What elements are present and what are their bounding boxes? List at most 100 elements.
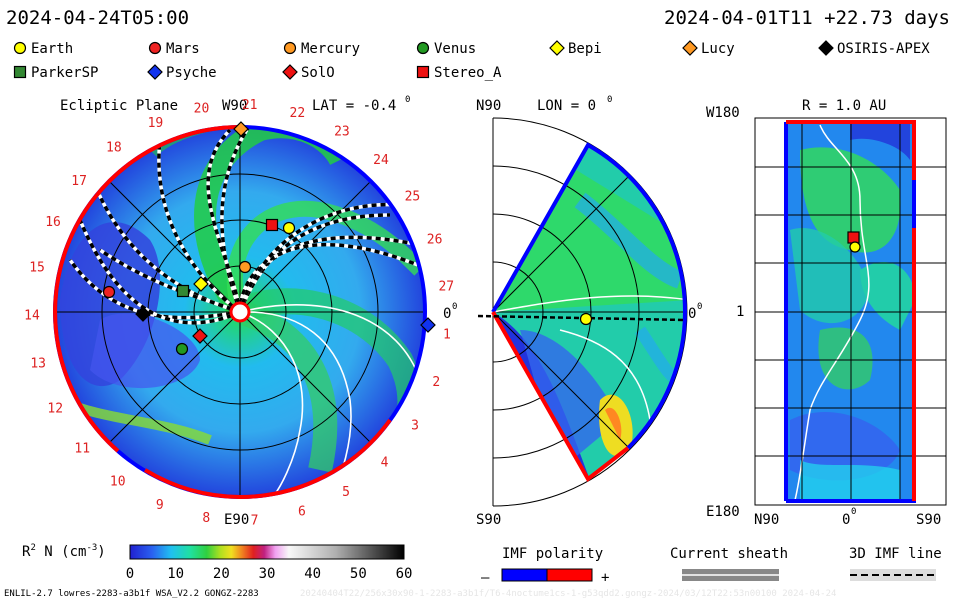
carrington-tick-17: 17 bbox=[71, 174, 87, 189]
carrington-tick-18: 18 bbox=[106, 141, 122, 156]
sphere-density-map bbox=[786, 122, 916, 501]
colorbar-tick-0: 0 bbox=[126, 566, 134, 582]
carrington-tick-19: 19 bbox=[148, 116, 164, 131]
colorbar-tick-20: 20 bbox=[213, 566, 230, 582]
imf-line-swatch bbox=[850, 569, 936, 581]
earth-marker bbox=[282, 221, 296, 235]
colorbar-tick-50: 50 bbox=[350, 566, 367, 582]
imf-line-base-5 bbox=[238, 242, 425, 313]
venus-legend-icon bbox=[416, 41, 430, 55]
mars-legend-icon bbox=[148, 41, 162, 55]
imf-line-9 bbox=[206, 128, 242, 313]
polarity-plus: + bbox=[601, 570, 609, 586]
carrington-tick-16: 16 bbox=[45, 215, 61, 230]
sphere-mid-label: 1 bbox=[736, 304, 744, 320]
solo-marker bbox=[192, 328, 208, 344]
carrington-tick-10: 10 bbox=[110, 474, 126, 489]
w90-label: W90 bbox=[222, 98, 247, 114]
carrington-tick-1: 1 bbox=[443, 328, 451, 343]
earth-marker-sphere bbox=[849, 241, 861, 253]
legend-label-venus: Venus bbox=[434, 41, 476, 57]
ecl-right-label: 0 bbox=[443, 306, 451, 322]
earth-legend-icon bbox=[13, 41, 27, 55]
carrington-tick-25: 25 bbox=[405, 190, 421, 205]
ecliptic-plane-panel: Ecliptic Plane W90 LAT = -0.4 0 bbox=[24, 95, 457, 528]
legend-label-bepi: Bepi bbox=[568, 41, 602, 57]
carrington-tick-3: 3 bbox=[411, 418, 419, 433]
colorbar-label: R2 N (cm-3) bbox=[22, 543, 106, 560]
sphere-xtick-right: S90 bbox=[916, 512, 941, 528]
run-info: 2024-04-01T11 +22.73 days bbox=[664, 7, 950, 29]
osiris-apex-legend-icon bbox=[818, 40, 834, 56]
mercury-legend-icon bbox=[283, 41, 297, 55]
meridional-density-map bbox=[493, 145, 686, 479]
n90-label: N90 bbox=[476, 98, 501, 114]
carrington-tick-2: 2 bbox=[432, 375, 440, 390]
carrington-tick-15: 15 bbox=[29, 260, 45, 275]
polarity-negative-swatch bbox=[501, 568, 548, 582]
lat-degree-sup: 0 bbox=[405, 95, 410, 105]
polarity-minus: – bbox=[481, 570, 490, 586]
imf-line-title: 3D IMF line bbox=[849, 546, 942, 562]
imf-line-0 bbox=[93, 184, 241, 314]
carrington-tick-5: 5 bbox=[342, 485, 350, 500]
earth-marker-meridional bbox=[579, 312, 593, 326]
lat-label: LAT = -0.4 bbox=[312, 98, 396, 114]
carrington-tick-11: 11 bbox=[74, 442, 90, 457]
carrington-tick-4: 4 bbox=[381, 456, 389, 471]
carrington-tick-24: 24 bbox=[373, 153, 389, 168]
colorbar: R2 N (cm-3) 0 10 20 30 40 50 60 bbox=[22, 543, 412, 582]
osiris-apex-marker bbox=[135, 306, 151, 322]
carrington-tick-23: 23 bbox=[334, 125, 350, 140]
legend-label-osiris-apex: OSIRIS-APEX bbox=[837, 41, 930, 57]
current-sheath-key: Current sheath bbox=[670, 546, 788, 581]
imf-line-7 bbox=[78, 219, 241, 325]
mer-right-sup: 0 bbox=[697, 302, 702, 312]
colorbar-tick-60: 60 bbox=[396, 566, 413, 582]
carrington-tick-6: 6 bbox=[298, 505, 306, 520]
legend-label-stereo-a: Stereo_A bbox=[434, 65, 502, 81]
w180-label: W180 bbox=[706, 105, 740, 121]
faint-run-info: 20240404T22/256x30x90-1-2283-a3b1f/T6-4n… bbox=[300, 589, 836, 599]
ecl-right-sup: 0 bbox=[452, 302, 457, 312]
colorbar-tick-10: 10 bbox=[167, 566, 184, 582]
meridional-panel: N90 LON = 0 0 bbox=[476, 95, 702, 528]
carrington-tick-7: 7 bbox=[251, 513, 259, 528]
colorbar-tick-40: 40 bbox=[304, 566, 321, 582]
venus-marker bbox=[175, 342, 189, 356]
legend-label-lucy: Lucy bbox=[701, 41, 735, 57]
carrington-tick-27: 27 bbox=[438, 279, 454, 294]
imf-polarity-title: IMF polarity bbox=[502, 546, 603, 562]
mercury-marker bbox=[238, 260, 252, 274]
carrington-tick-22: 22 bbox=[290, 106, 306, 121]
spacecraft-markers bbox=[102, 121, 436, 356]
stereo-a-legend-icon bbox=[416, 65, 430, 79]
bepi-marker bbox=[193, 276, 209, 292]
imf-polarity-key: IMF polarity – + bbox=[481, 546, 609, 586]
imf-line-1 bbox=[157, 139, 242, 314]
carrington-tick-8: 8 bbox=[202, 511, 210, 526]
ecliptic-title: Ecliptic Plane bbox=[60, 98, 178, 114]
legend-label-mercury: Mercury bbox=[301, 41, 360, 57]
sphere-xtick-mid-sup: 0 bbox=[851, 507, 856, 517]
lon-degree-sup: 0 bbox=[607, 95, 612, 105]
colorbar-gradient bbox=[129, 544, 405, 560]
stereo-a-marker bbox=[265, 218, 279, 232]
psyche-legend-icon bbox=[147, 64, 163, 80]
carrington-tick-20: 20 bbox=[194, 102, 210, 117]
imf-line-8 bbox=[99, 248, 241, 314]
carrington-tick-12: 12 bbox=[47, 402, 63, 417]
model-info-footer: ENLIL-2.7 lowres-2283-a3b1f WSA_V2.2 GON… bbox=[4, 589, 259, 599]
lon-label: LON = 0 bbox=[537, 98, 596, 114]
carrington-tick-13: 13 bbox=[30, 356, 46, 371]
legend-label-solo: SolO bbox=[301, 65, 335, 81]
mars-marker bbox=[102, 285, 116, 299]
legend-label-parkersp: ParkerSP bbox=[31, 65, 98, 81]
colorbar-tick-30: 30 bbox=[259, 566, 276, 582]
sphere-xtick-left: N90 bbox=[754, 512, 779, 528]
lucy-legend-icon bbox=[682, 40, 698, 56]
current-sheath-title: Current sheath bbox=[670, 546, 788, 562]
imf-line-2 bbox=[220, 127, 252, 313]
